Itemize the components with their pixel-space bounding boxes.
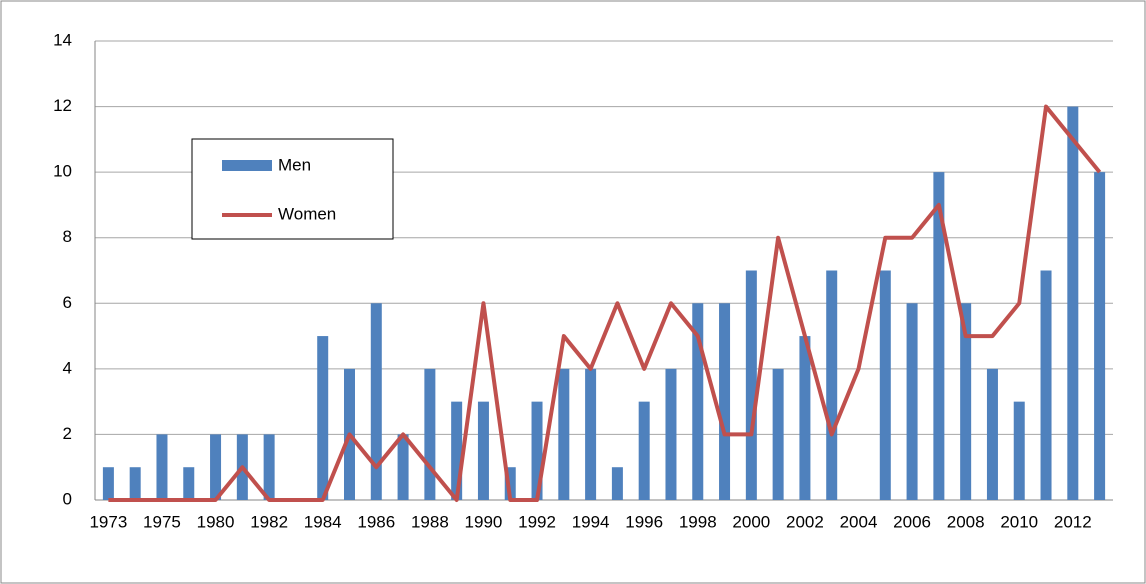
bar xyxy=(263,434,275,500)
bar xyxy=(451,401,463,500)
bar xyxy=(1013,401,1025,500)
bar xyxy=(558,368,570,500)
bar xyxy=(210,434,222,500)
bar xyxy=(1067,106,1079,501)
x-tick-label: 1998 xyxy=(679,512,717,531)
bar xyxy=(585,368,597,500)
x-tick-label: 1988 xyxy=(411,512,449,531)
bar xyxy=(1094,172,1106,500)
legend: Men Women xyxy=(191,138,394,240)
x-tick-label: 2000 xyxy=(732,512,770,531)
bar xyxy=(799,336,811,500)
y-tick-label: 4 xyxy=(63,358,72,377)
bar xyxy=(611,467,623,500)
x-tick-label: 1986 xyxy=(357,512,395,531)
bar xyxy=(397,434,409,500)
line xyxy=(108,104,1102,502)
x-tick-label: 1990 xyxy=(465,512,503,531)
x-tick-label: 2012 xyxy=(1054,512,1092,531)
bar xyxy=(638,401,650,500)
bar xyxy=(692,303,704,500)
x-tick-label: 2010 xyxy=(1000,512,1038,531)
legend-swatch xyxy=(222,160,272,171)
y-tick-label: 14 xyxy=(53,30,72,49)
bar xyxy=(665,368,677,500)
bar xyxy=(879,270,891,500)
bar xyxy=(424,368,436,500)
bar xyxy=(719,303,731,500)
bar xyxy=(156,434,168,500)
y-tick-label: 8 xyxy=(63,227,72,246)
bar xyxy=(317,336,329,500)
bar xyxy=(129,467,141,500)
bar xyxy=(960,303,972,500)
bar xyxy=(1040,270,1052,500)
bar xyxy=(504,467,516,500)
lines xyxy=(108,104,1102,502)
bar xyxy=(102,467,114,500)
x-tick-label: 1975 xyxy=(143,512,181,531)
x-tick-label: 2006 xyxy=(893,512,931,531)
legend-label: Women xyxy=(278,204,336,223)
labels: 0 2 4 6 8 10 12 14 1973 1975 1980 1982 1984 1986 1988 1… xyxy=(53,30,1092,531)
y-tick-label: 0 xyxy=(63,489,72,508)
bars xyxy=(102,106,1106,501)
x-tick-label: 1982 xyxy=(250,512,288,531)
x-tick-label: 1992 xyxy=(518,512,556,531)
bar xyxy=(531,401,543,500)
bar xyxy=(745,270,757,500)
x-tick-label: 2004 xyxy=(840,512,878,531)
bar xyxy=(906,303,918,500)
x-tick-label: 1996 xyxy=(625,512,663,531)
bar xyxy=(933,172,945,500)
bar xyxy=(370,303,382,500)
x-tick-label: 1994 xyxy=(572,512,610,531)
bar xyxy=(772,368,784,500)
legend-box xyxy=(191,138,394,240)
bar xyxy=(826,270,838,500)
x-tick-label: 1984 xyxy=(304,512,342,531)
y-tick-label: 2 xyxy=(63,424,72,443)
y-tick-label: 10 xyxy=(53,162,72,181)
legend-label: Men xyxy=(278,155,311,174)
x-tick-label: 2002 xyxy=(786,512,824,531)
x-tick-label: 1973 xyxy=(89,512,127,531)
y-tick-label: 12 xyxy=(53,96,72,115)
bar xyxy=(183,467,195,500)
bar xyxy=(986,368,998,500)
x-tick-label: 1980 xyxy=(197,512,235,531)
x-tick-label: 2008 xyxy=(947,512,985,531)
bar xyxy=(477,401,489,500)
y-tick-label: 6 xyxy=(63,293,72,312)
